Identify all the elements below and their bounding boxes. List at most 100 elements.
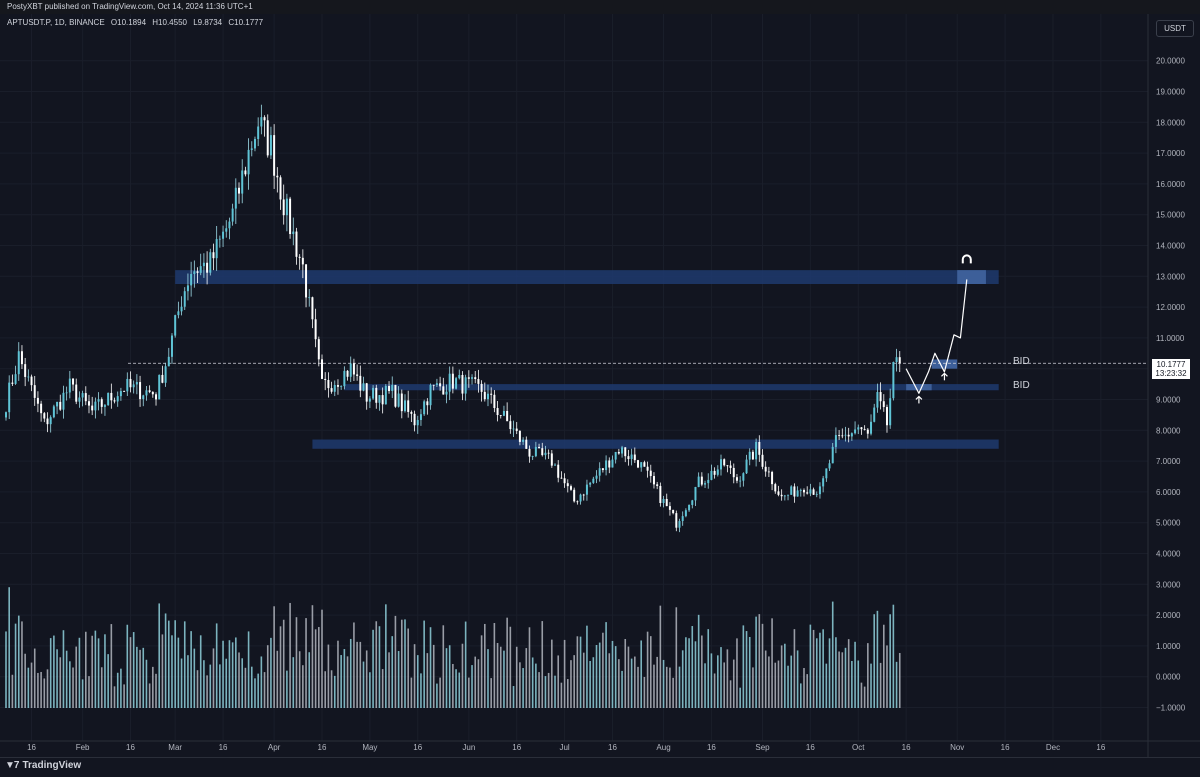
volume-bar [624,639,627,708]
zone-layer [128,270,1148,449]
candle-body [592,478,595,483]
volume-bar [314,629,317,708]
volume-bar [777,660,780,708]
volume-bar [436,683,438,708]
candle-body [563,478,566,484]
volume-bar [474,656,477,708]
volume-bar [413,644,416,708]
candle-body [285,198,288,216]
target-box [957,270,986,284]
volume-bar [196,670,199,708]
candle-body [206,262,209,273]
candle-body [451,373,454,389]
volume-bar [353,622,355,708]
candle-body [601,468,604,471]
price-tick-label: 20.0000 [1156,57,1185,66]
volume-bar [697,614,700,708]
volume-bar [863,686,866,708]
volume-bar [589,660,591,708]
candle-body [541,448,544,456]
support-resistance-zone [312,439,999,449]
time-tick-label: Jul [559,743,569,752]
time-tick-label: 16 [707,743,716,752]
volume-bar [203,660,205,708]
candle-body [538,446,541,449]
close-value: C10.1777 [228,18,264,27]
volume-bar [831,601,834,708]
candle-body [52,406,55,418]
candle-body [314,319,317,340]
time-axis[interactable]: 16 Feb 16 Mar 16 Apr 16 May 16 Jun 16 Jul 16 Aug 16 Sep… [0,740,1200,752]
bid-label-lower: BID [1013,380,1030,391]
price-tick-label: 6.0000 [1156,488,1181,497]
volume-bar [235,637,237,708]
candle-body [381,395,384,405]
volume-bar [401,619,403,708]
candle-body [139,382,142,400]
candle-body [822,478,825,487]
candle-body [279,177,282,200]
volume-bar [416,655,419,708]
price-axis[interactable]: 20.0000 19.0000 18.0000 17.0000 16.0000 15.00… [1147,14,1186,757]
volume-bar [91,635,93,708]
volume-bar [407,628,409,708]
candle-body [783,495,786,497]
volume-bar [8,587,10,708]
volume-bar [75,646,78,708]
volume-bar [713,673,716,708]
tradingview-logo[interactable]: ▼7 TradingView [5,760,81,771]
volume-bar [841,652,844,708]
candle-body [461,374,464,394]
candle-body [483,391,486,400]
volume-bar [254,678,256,708]
candle-body [493,394,496,409]
volume-bar [59,657,62,708]
candle-body [691,500,694,505]
candle-body [652,476,655,485]
symbol-name[interactable]: APTUSDT.P, 1D, BINANCE [7,18,105,27]
volume-bar [439,677,441,708]
candle-body [209,252,212,273]
volume-bar [825,663,828,708]
candle-body [732,467,735,478]
volume-bar [768,656,770,708]
candle-body [726,465,729,467]
volume-bar [365,650,368,708]
volume-bar [410,677,413,708]
candle-body [863,429,866,430]
volume-bar [895,661,898,708]
candle-body [238,187,241,194]
volume-bar [452,663,454,708]
volume-bar [598,642,601,708]
candle-body [547,452,550,454]
volume-bar [758,614,761,708]
volume-bar [560,682,563,708]
volume-bar [538,672,540,708]
volume-bar [69,661,71,708]
candle-body [777,491,780,495]
volume-bar [426,653,429,708]
candle-body [132,384,135,388]
volume-bar [17,615,20,708]
time-tick-label: Jun [462,743,475,752]
volume-bar [244,667,247,708]
candle-body [400,393,403,412]
candle-body [614,451,617,460]
volume-bar [809,624,812,708]
candle-body [416,419,419,426]
candle-body [62,392,65,410]
candle-body [174,315,177,336]
volume-bar [774,662,777,708]
volume-bar [519,662,521,708]
candle-body [850,433,853,437]
candle-body [771,471,774,485]
volume-bar [289,602,291,708]
volume-bar [263,672,266,708]
volume-bar [882,624,885,708]
currency-button[interactable]: USDT [1156,20,1194,37]
volume-bar [97,638,100,708]
volume-bar [292,657,295,708]
candle-body [458,374,461,379]
price-tick-label: 18.0000 [1156,118,1185,127]
